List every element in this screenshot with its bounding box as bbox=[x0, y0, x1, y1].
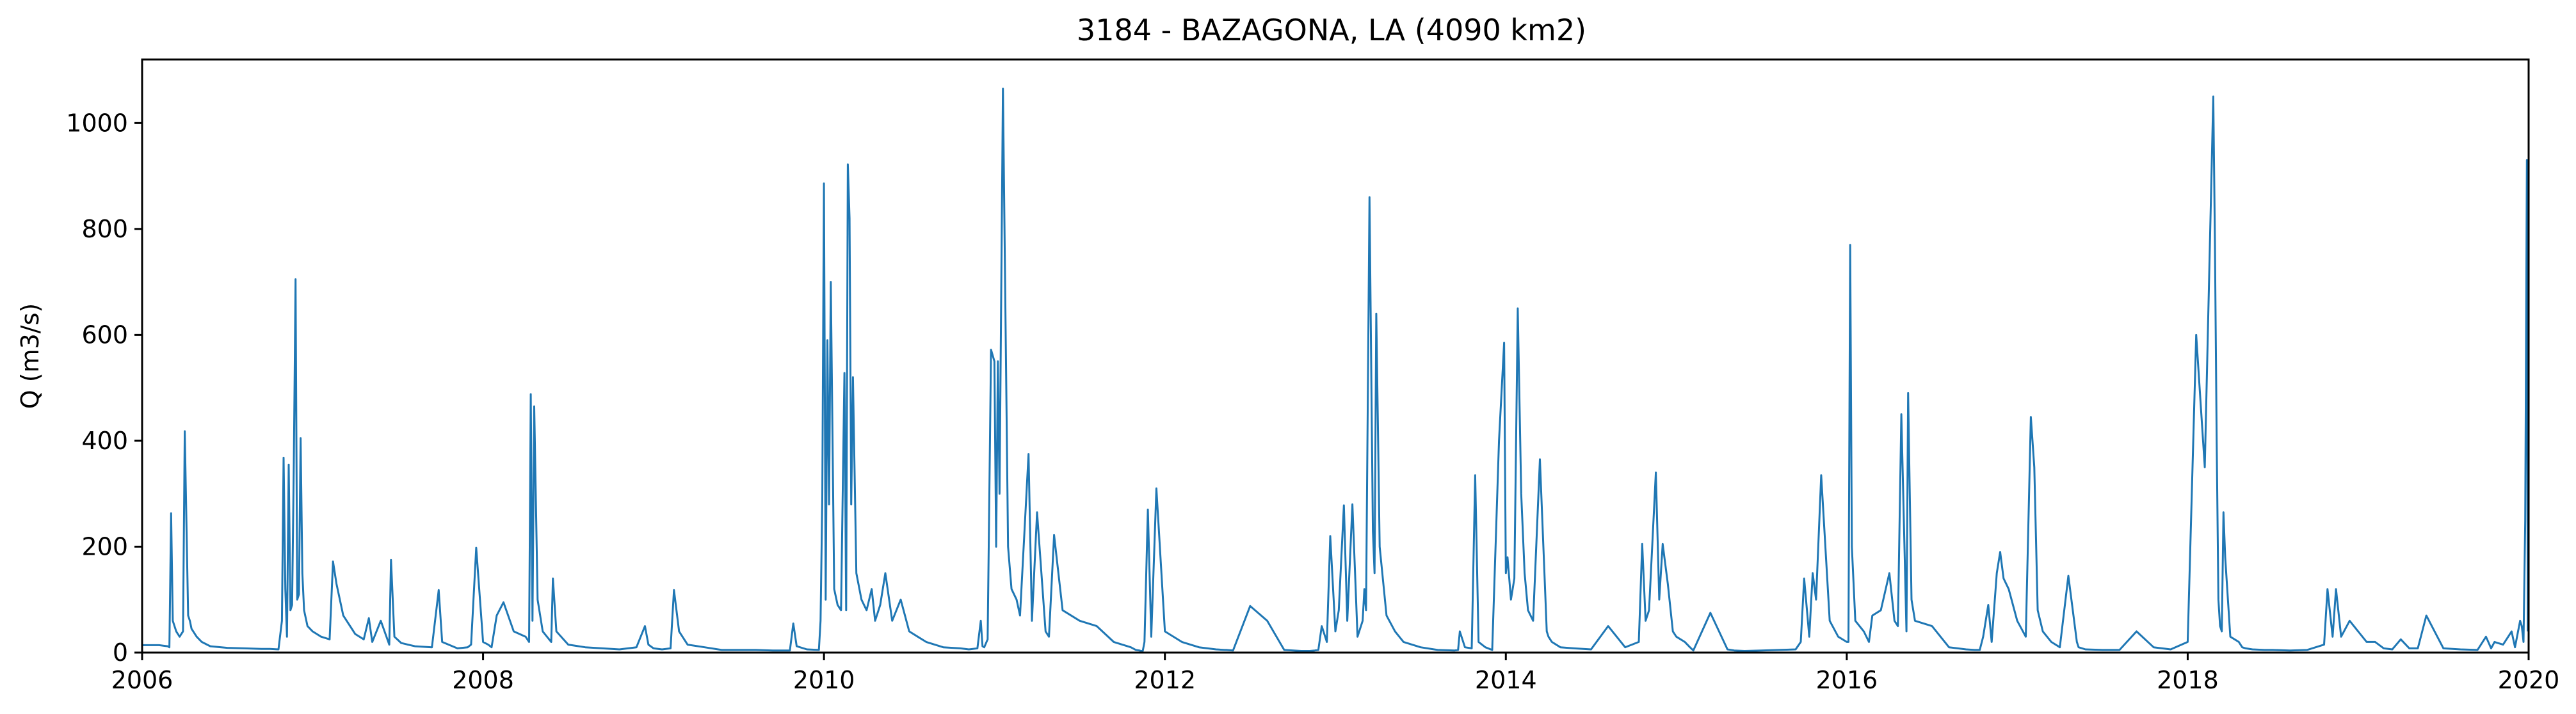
y-axis-label: Q (m3/s) bbox=[16, 303, 44, 409]
y-tick-label: 1000 bbox=[66, 109, 128, 137]
plot-area bbox=[142, 88, 2529, 652]
axes-frame bbox=[141, 58, 2530, 654]
x-tick-label: 2006 bbox=[111, 666, 173, 694]
x-tick-label: 2020 bbox=[2498, 666, 2560, 694]
y-tick-label: 600 bbox=[81, 321, 128, 349]
y-tick-label: 400 bbox=[81, 427, 128, 455]
y-tick-label: 200 bbox=[81, 532, 128, 560]
y-tick-label: 0 bbox=[113, 639, 128, 667]
x-tick-label: 2016 bbox=[1815, 666, 1878, 694]
y-axis-ticks: 0 200 400 600 800 1000 bbox=[66, 109, 142, 667]
series-line bbox=[142, 88, 2529, 652]
x-tick-label: 2014 bbox=[1475, 666, 1537, 694]
x-tick-label: 2008 bbox=[452, 666, 514, 694]
y-tick-label: 800 bbox=[81, 215, 128, 243]
x-tick-label: 2010 bbox=[793, 666, 855, 694]
x-axis-ticks: 2006 2008 2010 2012 2014 2016 2018 2020 bbox=[111, 653, 2560, 694]
x-tick-label: 2012 bbox=[1134, 666, 1196, 694]
x-tick-label: 2018 bbox=[2157, 666, 2219, 694]
chart-title: 3184 - BAZAGONA, LA (4090 km2) bbox=[1077, 13, 1586, 47]
